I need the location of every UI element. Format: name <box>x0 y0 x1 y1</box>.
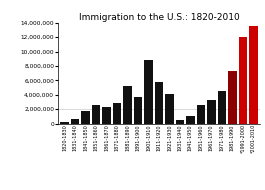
Bar <box>113 103 121 124</box>
Bar <box>155 82 163 124</box>
Title: Immigration to the U.S.: 1820-2010: Immigration to the U.S.: 1820-2010 <box>79 13 239 22</box>
Bar <box>249 26 258 124</box>
Bar <box>197 105 205 124</box>
Bar <box>71 119 79 124</box>
Bar <box>92 105 100 124</box>
Bar <box>102 107 111 124</box>
Bar <box>123 86 132 124</box>
Bar <box>165 94 174 124</box>
Bar <box>81 111 90 124</box>
Bar <box>186 116 195 124</box>
Bar <box>218 91 226 124</box>
Bar <box>228 71 237 124</box>
Bar <box>207 100 216 124</box>
Bar <box>134 97 142 124</box>
Bar <box>176 120 184 124</box>
Bar <box>239 37 247 124</box>
Bar <box>144 60 153 124</box>
Bar <box>60 123 69 124</box>
